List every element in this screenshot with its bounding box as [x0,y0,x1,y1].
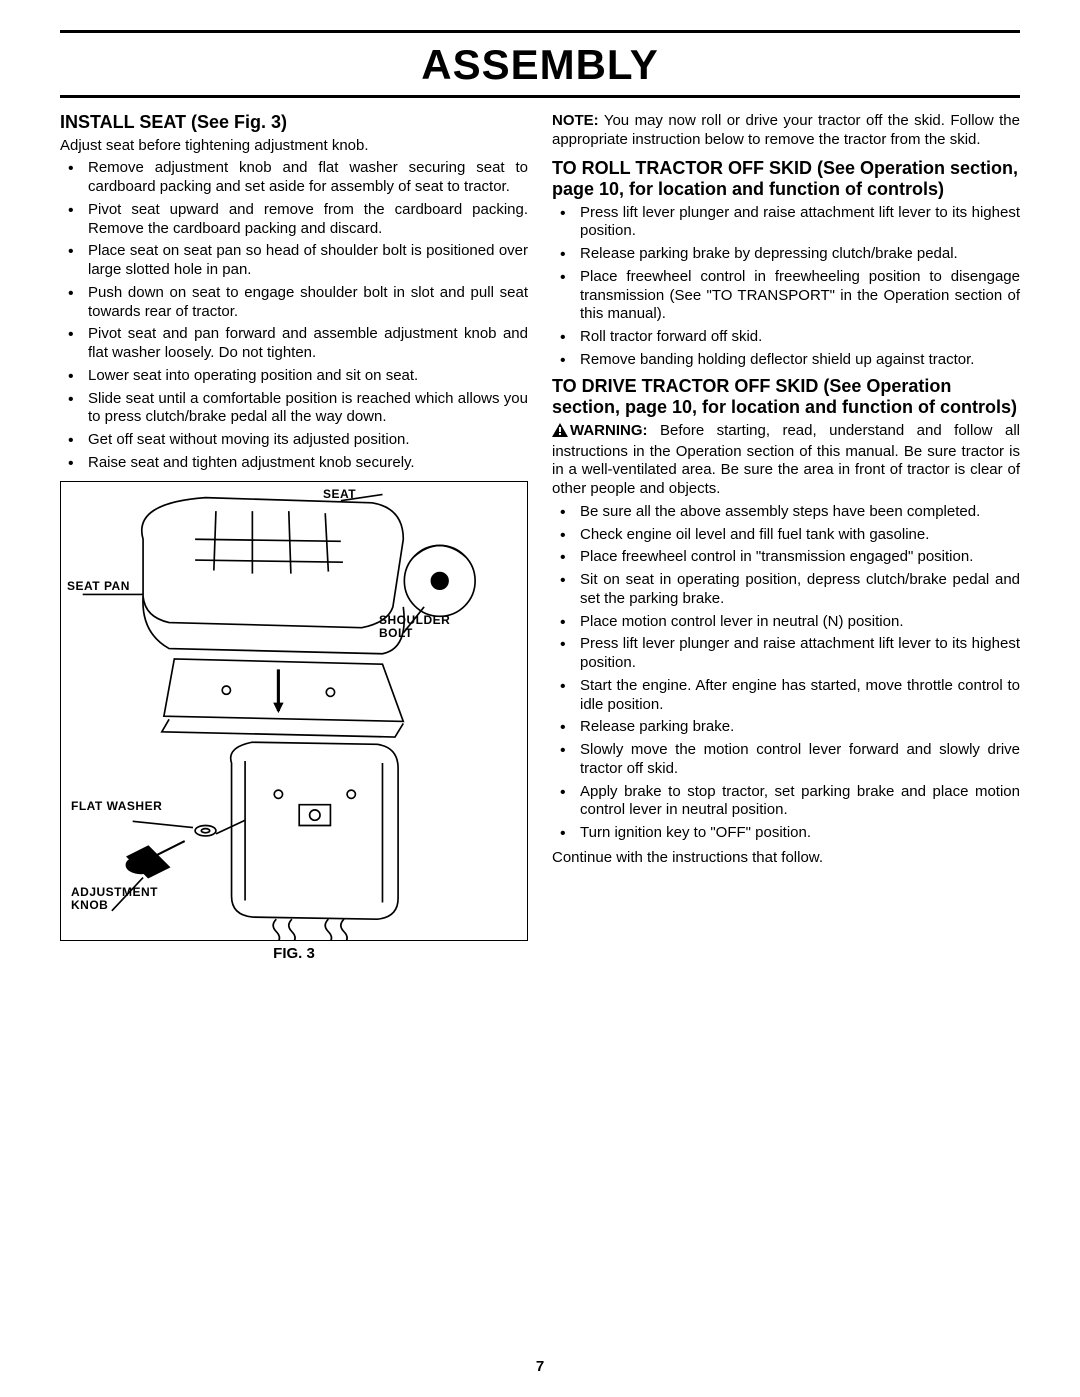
list-item: Place freewheel control in freewheeling … [580,268,1020,324]
list-item: Remove banding holding deflector shield … [580,351,1020,370]
figure-3-box: SEAT SEAT PAN SHOULDER BOLT FLAT WASHER … [60,481,528,941]
note-label: NOTE: [552,112,599,129]
list-item: Be sure all the above assembly steps hav… [580,503,1020,522]
warning-paragraph: WARNING: Before starting, read, understa… [552,422,1020,499]
page-title: ASSEMBLY [60,33,1020,95]
list-item: Press lift lever plunger and raise attac… [580,204,1020,242]
list-item: Turn ignition key to "OFF" position. [580,824,1020,843]
drive-heading: TO DRIVE TRACTOR OFF SKID (See Opera­tio… [552,376,1020,419]
list-item: Remove adjustment knob and flat washer s… [88,159,528,197]
list-item: Push down on seat to engage shoulder bol… [88,284,528,322]
list-item: Release parking brake by depressing clut… [580,245,1020,264]
seat-diagram-svg [61,482,527,940]
list-item: Slide seat until a comfortable position … [88,390,528,428]
figure-caption: FIG. 3 [60,945,528,962]
drive-steps: Be sure all the above assembly steps hav… [552,503,1020,843]
list-item: Release parking brake. [580,718,1020,737]
left-column: INSTALL SEAT (See Fig. 3) Adjust seat be… [60,112,528,962]
list-item: Apply brake to stop tractor, set parking… [580,783,1020,821]
right-column: NOTE: You may now roll or drive your tra… [552,112,1020,962]
list-item: Pivot seat upward and remove from the ca… [88,201,528,239]
warning-label: WARNING: [570,422,648,439]
list-item: Raise seat and tighten adjustment knob s… [88,454,528,473]
list-item: Check engine oil level and fill fuel tan… [580,526,1020,545]
content-columns: INSTALL SEAT (See Fig. 3) Adjust seat be… [60,112,1020,962]
list-item: Slowly move the motion control lever for… [580,741,1020,779]
note-text: You may now roll or drive your tractor o… [552,112,1020,148]
list-item: Roll tractor forward off skid. [580,328,1020,347]
page-number: 7 [0,1358,1080,1375]
note-paragraph: NOTE: You may now roll or drive your tra… [552,112,1020,150]
roll-heading: TO ROLL TRACTOR OFF SKID (See Operation … [552,158,1020,201]
list-item: Press lift lever plunger and raise attac… [580,635,1020,673]
list-item: Get off seat without moving its adjusted… [88,431,528,450]
list-item: Place freewheel control in "transmission… [580,548,1020,567]
warning-icon [552,423,568,443]
list-item: Place seat on seat pan so head of should… [88,242,528,280]
list-item: Start the engine. After engine has start… [580,677,1020,715]
install-seat-steps: Remove adjustment knob and flat washer s… [60,159,528,472]
roll-steps: Press lift lever plunger and raise attac… [552,204,1020,370]
title-rule [60,95,1020,98]
install-seat-intro: Adjust seat before tightening adjustment… [60,137,528,156]
install-seat-heading: INSTALL SEAT (See Fig. 3) [60,112,528,134]
list-item: Sit on seat in operating position, depre… [580,571,1020,609]
list-item: Pivot seat and pan forward and assemble … [88,325,528,363]
list-item: Lower seat into operating position and s… [88,367,528,386]
closing-text: Continue with the instructions that foll… [552,849,1020,868]
list-item: Place motion control lever in neutral (N… [580,613,1020,632]
